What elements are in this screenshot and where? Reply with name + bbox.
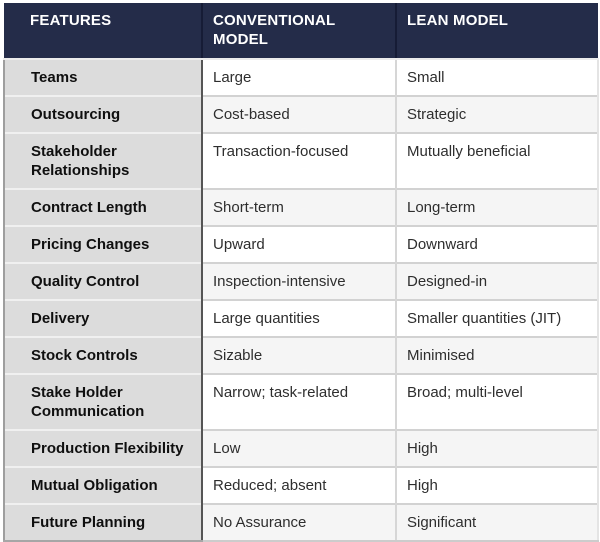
lean-cell: High: [395, 466, 599, 504]
lean-cell: Small: [395, 59, 599, 96]
conventional-cell: Low: [201, 429, 396, 467]
lean-cell: Strategic: [395, 95, 599, 133]
conventional-cell: Large quantities: [201, 299, 396, 337]
feature-cell: Teams: [3, 59, 202, 96]
table-row: Contract Length Short-term Long-term: [3, 188, 599, 226]
header-conventional-model: CONVENTIONAL MODEL: [201, 3, 396, 60]
feature-cell: Pricing Changes: [3, 225, 202, 263]
lean-cell: Smaller quantities (JIT): [395, 299, 599, 337]
table-row: Teams Large Small: [3, 59, 599, 96]
conventional-cell: Reduced; absent: [201, 466, 396, 504]
table-row: Pricing Changes Upward Downward: [3, 225, 599, 263]
conventional-cell: Short-term: [201, 188, 396, 226]
comparison-table: FEATURES CONVENTIONAL MODEL LEAN MODEL T…: [3, 3, 599, 542]
conventional-cell: Upward: [201, 225, 396, 263]
feature-cell: Future Planning: [3, 503, 202, 542]
header-features-label: FEATURES: [30, 12, 112, 29]
lean-cell: Minimised: [395, 336, 599, 374]
table-row: Outsourcing Cost-based Strategic: [3, 95, 599, 133]
conventional-cell: Inspection-intensive: [201, 262, 396, 300]
feature-cell: Contract Length: [3, 188, 202, 226]
feature-cell: Mutual Obligation: [3, 466, 202, 504]
table-row: Delivery Large quantities Smaller quanti…: [3, 299, 599, 337]
header-lean-model-label: LEAN MODEL: [407, 12, 509, 29]
table-row: Stock Controls Sizable Minimised: [3, 336, 599, 374]
feature-cell: Production Flexibility: [3, 429, 202, 467]
lean-cell: Downward: [395, 225, 599, 263]
feature-cell: Stock Controls: [3, 336, 202, 374]
header-conventional-model-label: CONVENTIONAL MODEL: [213, 12, 336, 48]
conventional-cell: Cost-based: [201, 95, 396, 133]
lean-cell: Mutually beneficial: [395, 132, 599, 189]
lean-cell: Significant: [395, 503, 599, 542]
conventional-cell: Narrow; task-related: [201, 373, 396, 430]
table-row: Production Flexibility Low High: [3, 429, 599, 467]
table-row: Quality Control Inspection-intensive Des…: [3, 262, 599, 300]
table-row: Stakeholder Relationships Transaction-fo…: [3, 132, 599, 189]
feature-cell: Stakeholder Relationships: [3, 132, 202, 189]
feature-cell: Outsourcing: [3, 95, 202, 133]
lean-cell: Designed-in: [395, 262, 599, 300]
lean-cell: Long-term: [395, 188, 599, 226]
feature-cell: Quality Control: [3, 262, 202, 300]
conventional-cell: Sizable: [201, 336, 396, 374]
conventional-cell: Transaction-focused: [201, 132, 396, 189]
lean-cell: Broad; multi-level: [395, 373, 599, 430]
table-row: Stake Holder Communication Narrow; task-…: [3, 373, 599, 430]
header-features: FEATURES: [4, 3, 202, 60]
feature-cell: Stake Holder Communication: [3, 373, 202, 430]
table-row: Future Planning No Assurance Significant: [3, 503, 599, 542]
feature-cell: Delivery: [3, 299, 202, 337]
lean-cell: High: [395, 429, 599, 467]
conventional-cell: Large: [201, 59, 396, 96]
header-row: FEATURES CONVENTIONAL MODEL LEAN MODEL: [4, 3, 598, 60]
header-lean-model: LEAN MODEL: [395, 3, 598, 60]
table-row: Mutual Obligation Reduced; absent High: [3, 466, 599, 504]
conventional-cell: No Assurance: [201, 503, 396, 542]
